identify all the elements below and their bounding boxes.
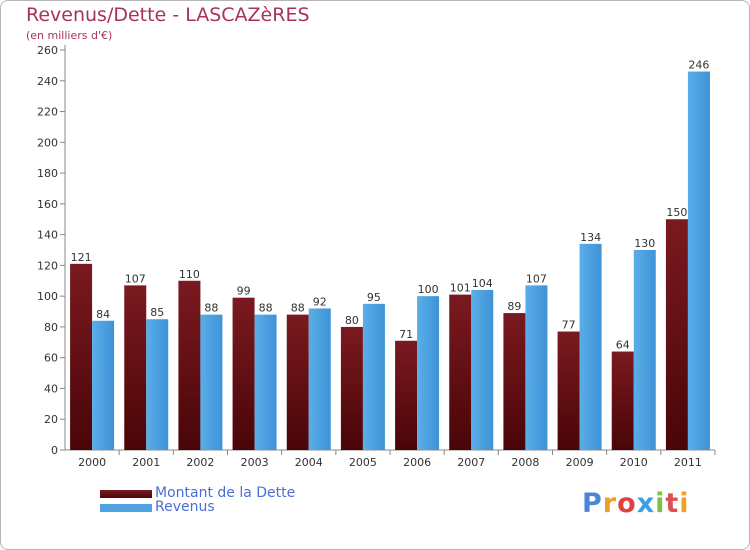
y-tick-label: 100 (37, 290, 58, 303)
y-tick-label: 60 (44, 352, 58, 365)
data-label-revenus: 107 (526, 272, 547, 285)
y-tick-label: 180 (37, 167, 58, 180)
y-tick-label: 240 (37, 75, 58, 88)
logo-letter: r (602, 488, 618, 519)
data-label-dette: 107 (125, 272, 146, 285)
bar-revenus (417, 296, 440, 450)
x-tick-label: 2005 (349, 456, 377, 469)
x-tick-label: 2011 (674, 456, 702, 469)
data-label-dette: 71 (399, 328, 413, 341)
bar-dette (340, 326, 363, 450)
x-tick-label: 2008 (511, 456, 539, 469)
x-tick-label: 2000 (78, 456, 106, 469)
x-tick-label: 2002 (186, 456, 214, 469)
data-label-dette: 80 (345, 314, 359, 327)
logo-letter: i (655, 488, 666, 519)
legend-swatch-debt (100, 490, 152, 498)
data-label-revenus: 95 (367, 291, 381, 304)
logo-letter: t (665, 488, 680, 519)
y-tick-label: 20 (44, 413, 58, 426)
bar-dette (557, 331, 580, 450)
x-tick-label: 2001 (132, 456, 160, 469)
legend-label-debt: Montant de la Dette (155, 485, 296, 501)
x-tick-label: 2009 (566, 456, 594, 469)
data-label-dette: 88 (291, 302, 305, 315)
bar-dette (611, 351, 634, 450)
bar-revenus (471, 290, 494, 450)
y-tick-label: 140 (37, 229, 58, 242)
bar-revenus (254, 314, 277, 450)
y-tick-label: 220 (37, 106, 58, 119)
data-label-revenus: 85 (150, 306, 164, 319)
bar-dette (70, 263, 93, 450)
y-tick-label: 120 (37, 259, 58, 272)
bar-revenus (92, 320, 115, 450)
data-label-dette: 99 (237, 285, 251, 298)
data-label-revenus: 88 (259, 302, 273, 315)
data-label-revenus: 134 (580, 231, 601, 244)
chart-subtitle: (en milliers d'€) (26, 29, 113, 42)
bar-revenus (200, 314, 223, 450)
logo-letter: o (617, 488, 637, 519)
data-label-dette: 101 (450, 282, 471, 295)
legend-label-revenus: Revenus (155, 499, 215, 515)
proxiti-logo: Proxiti (582, 488, 690, 519)
y-tick-label: 260 (37, 44, 58, 57)
data-label-revenus: 130 (634, 237, 655, 250)
data-label-dette: 110 (179, 268, 200, 281)
bar-dette (178, 280, 201, 450)
bar-revenus (362, 303, 385, 450)
legend-swatch-revenus (100, 504, 152, 512)
y-tick-label: 200 (37, 136, 58, 149)
data-label-revenus: 104 (472, 277, 493, 290)
chart-title: Revenus/Dette - LASCAZèRES (26, 4, 310, 26)
data-label-revenus: 88 (204, 302, 218, 315)
axes-layer: 0 20 40 60 80 100 120 140 160 180 200 220 240 260 2000… (37, 44, 716, 469)
bar-revenus (308, 308, 331, 450)
x-tick-label: 2004 (295, 456, 323, 469)
bar-revenus (525, 285, 548, 450)
data-label-revenus: 246 (688, 59, 709, 72)
y-tick-label: 160 (37, 198, 58, 211)
y-tick-label: 40 (44, 382, 58, 395)
x-tick-label: 2003 (241, 456, 269, 469)
logo-letter: x (636, 488, 656, 519)
data-label-revenus: 84 (96, 308, 110, 321)
x-tick-label: 2006 (403, 456, 431, 469)
bar-dette (665, 219, 688, 450)
bar-dette (395, 340, 418, 450)
bar-revenus (633, 250, 656, 450)
data-label-dette: 121 (71, 251, 92, 264)
data-label-revenus: 92 (313, 295, 327, 308)
bar-revenus (146, 319, 169, 450)
bar-dette (449, 294, 472, 450)
y-tick-label: 80 (44, 321, 58, 334)
data-label-dette: 77 (562, 319, 576, 332)
bar-dette (124, 285, 147, 450)
bars-layer (70, 71, 710, 451)
data-label-dette: 64 (616, 339, 630, 352)
x-tick-label: 2007 (457, 456, 485, 469)
data-label-dette: 89 (507, 300, 521, 313)
logo-letter: i (679, 488, 690, 519)
bar-dette (286, 314, 309, 450)
y-tick-label: 0 (51, 444, 58, 457)
labels-layer: 121 84 107 85 110 88 99 88 88 92 80 95 71 100 101 104 89… (71, 59, 710, 352)
bar-revenus (579, 243, 602, 450)
data-label-revenus: 100 (418, 283, 439, 296)
bar-revenus (687, 71, 710, 451)
data-label-dette: 150 (666, 206, 687, 219)
bar-dette (232, 297, 255, 450)
bar-dette (503, 313, 526, 450)
x-tick-label: 2010 (620, 456, 648, 469)
logo-letter: P (582, 488, 603, 519)
